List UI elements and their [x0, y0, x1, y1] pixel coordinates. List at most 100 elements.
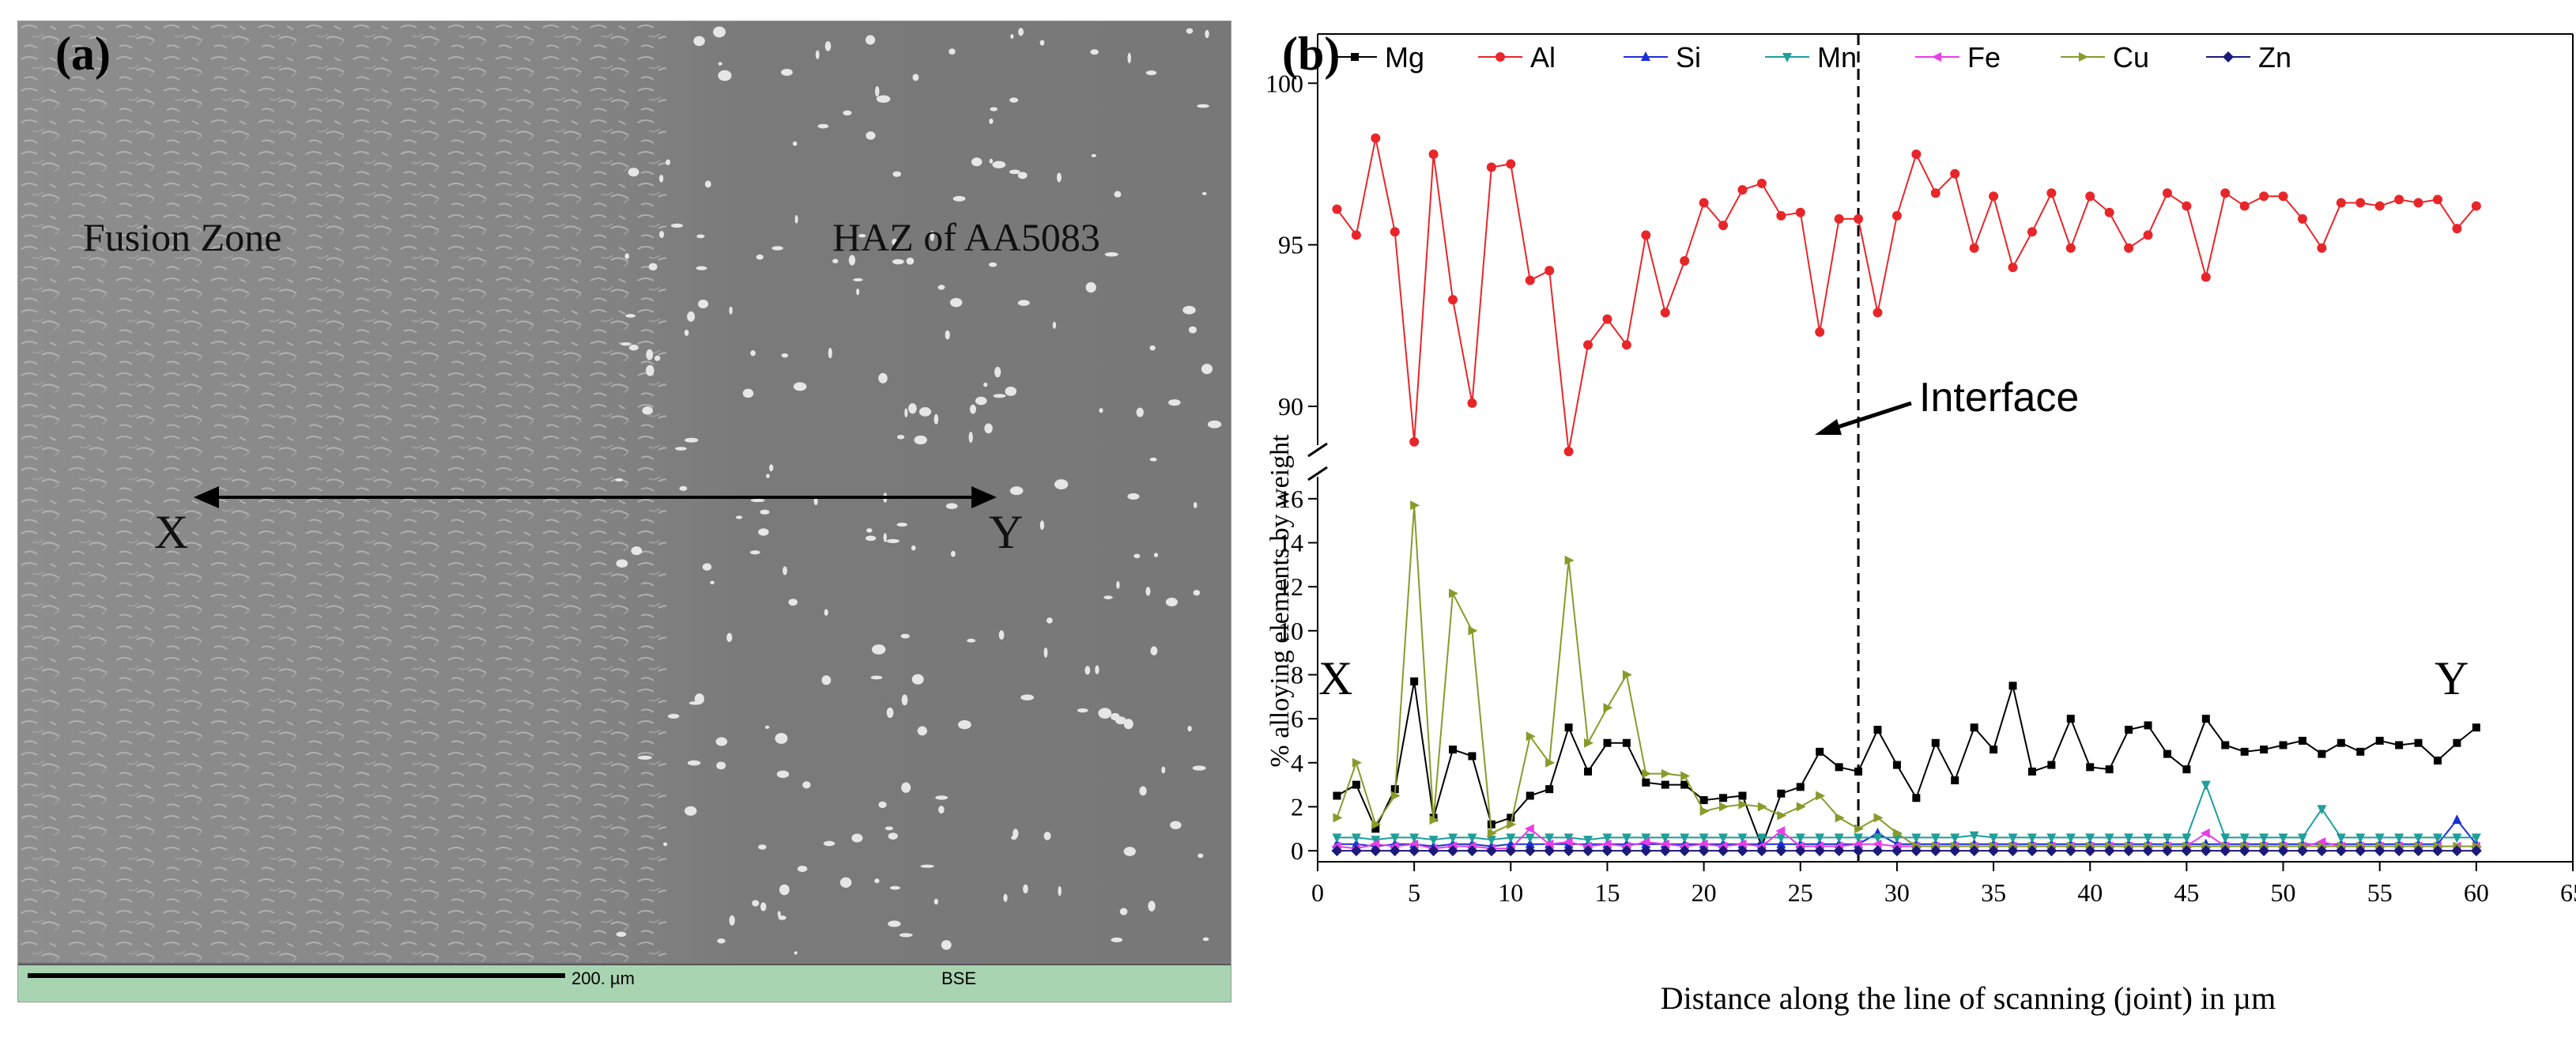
- haz-particle: [642, 406, 653, 415]
- haz-particle: [718, 62, 722, 66]
- haz-particle: [713, 26, 726, 38]
- data-point-zn: [1485, 845, 1497, 857]
- haz-particle: [1197, 853, 1204, 859]
- haz-particle: [1058, 885, 1062, 897]
- haz-particle: [1104, 252, 1118, 257]
- series-zn: [1331, 845, 2482, 857]
- data-point-mg: [1468, 752, 1477, 761]
- data-point-zn: [1409, 845, 1420, 857]
- haz-particle: [658, 174, 664, 183]
- data-point-zn: [2161, 845, 2173, 857]
- haz-particle: [735, 515, 743, 519]
- data-point-mg: [1873, 726, 1882, 734]
- x-tick-label: 30: [1884, 878, 1910, 907]
- data-point-zn: [1601, 845, 1613, 857]
- haz-particle: [828, 347, 832, 359]
- upper-y-tick-label: 95: [1278, 231, 1303, 259]
- data-point-mn: [2374, 833, 2385, 844]
- data-point-fe: [1640, 836, 1650, 847]
- haz-particle: [758, 528, 769, 536]
- haz-particle: [824, 609, 828, 616]
- data-point-zn: [1524, 845, 1536, 857]
- haz-particle: [824, 41, 832, 51]
- haz-particle: [1098, 708, 1112, 719]
- haz-particle: [802, 781, 811, 789]
- data-point-al: [2452, 224, 2462, 234]
- haz-particle: [971, 157, 983, 167]
- data-point-mn: [2471, 833, 2481, 844]
- data-point-mg: [1777, 789, 1786, 798]
- data-point-zn: [1640, 845, 1652, 857]
- data-point-zn: [1949, 845, 1961, 857]
- haz-particle: [884, 826, 894, 831]
- haz-particle: [858, 234, 866, 238]
- data-point-cu: [1390, 791, 1401, 801]
- haz-particle: [901, 782, 911, 793]
- data-point-mg: [1796, 783, 1805, 791]
- data-point-al: [1950, 168, 1960, 179]
- legend-label-mn: Mn: [1817, 41, 1857, 74]
- haz-particle: [866, 131, 876, 140]
- haz-particle: [777, 911, 781, 917]
- haz-particle: [878, 372, 888, 383]
- data-point-mn: [1544, 833, 1555, 844]
- haz-particle: [675, 447, 687, 451]
- data-point-mg: [2356, 747, 2365, 756]
- haz-particle: [1057, 172, 1062, 183]
- haz-particle: [614, 478, 624, 482]
- lower-y-tick-label: 16: [1278, 485, 1303, 513]
- haz-particle: [710, 580, 715, 585]
- data-point-zn: [1659, 845, 1671, 857]
- data-point-al: [1969, 243, 1979, 253]
- x-tick-label: 0: [1311, 878, 1324, 907]
- data-point-mg: [2144, 721, 2152, 730]
- lower-y-tick-label: 10: [1278, 617, 1303, 645]
- data-point-cu: [1410, 500, 1420, 511]
- haz-particle: [937, 285, 945, 290]
- data-point-mn: [2143, 833, 2153, 844]
- data-point-cu: [1603, 703, 1613, 713]
- haz-particle: [1011, 835, 1017, 840]
- data-point-al: [1930, 188, 1940, 198]
- data-point-mg: [1603, 738, 1612, 747]
- data-point-cu: [1545, 757, 1556, 768]
- haz-particle: [1010, 34, 1014, 39]
- data-point-cu: [1796, 802, 1806, 812]
- haz-particle: [648, 262, 658, 271]
- haz-particle: [993, 394, 1006, 398]
- haz-particle: [679, 485, 688, 491]
- data-point-cu: [1738, 799, 1748, 810]
- haz-particle: [914, 435, 927, 445]
- data-point-mn: [1969, 831, 1979, 841]
- haz-particle: [865, 535, 877, 542]
- data-point-cu: [1777, 810, 1787, 821]
- haz-particle: [938, 806, 945, 814]
- data-point-al: [1699, 198, 1709, 208]
- haz-particle: [1084, 666, 1091, 675]
- data-point-zn: [2393, 845, 2405, 857]
- haz-particle: [1123, 847, 1136, 856]
- scale-bar: [28, 973, 565, 978]
- haz-particle: [1023, 884, 1028, 894]
- data-point-mn: [2046, 833, 2057, 844]
- data-point-al: [1776, 210, 1786, 221]
- haz-particle: [1197, 104, 1209, 108]
- panel-a-label: (a): [55, 28, 111, 80]
- point-y-label: Y: [989, 506, 1024, 558]
- data-point-fe: [2316, 836, 2326, 847]
- legend-swatch-marker: [2079, 52, 2088, 62]
- x-tick-label: 50: [2271, 878, 2296, 907]
- haz-particle: [892, 238, 898, 246]
- legend-label-al: Al: [1530, 41, 1556, 74]
- data-point-mn: [1506, 833, 1516, 844]
- haz-particle: [717, 938, 726, 944]
- x-tick-label: 35: [1981, 878, 2006, 907]
- data-point-zn: [1679, 845, 1691, 857]
- data-point-al: [2374, 201, 2385, 211]
- haz-particle: [778, 915, 786, 920]
- haz-particle: [817, 123, 829, 129]
- series-line-cu: [1336, 505, 2476, 848]
- haz-particle: [912, 74, 919, 81]
- data-point-cu: [1352, 757, 1362, 768]
- haz-particle: [933, 898, 938, 905]
